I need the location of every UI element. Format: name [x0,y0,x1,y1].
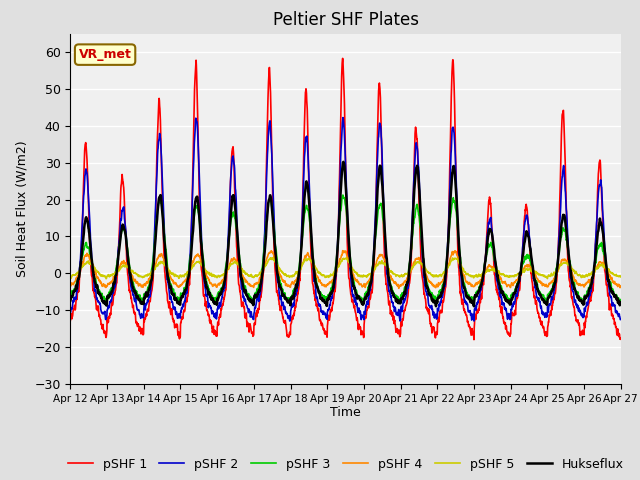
pSHF 1 [339,56,346,61]
pSHF 4 [584,279,592,285]
Line: pSHF 5: pSHF 5 [70,258,621,279]
Hukseflux [432,303,440,309]
pSHF 1 [220,295,228,300]
pSHF 3 [580,300,588,305]
pSHF 4 [67,283,74,289]
pSHF 3 [67,292,74,298]
Line: pSHF 1: pSHF 1 [70,59,621,340]
pSHF 4 [220,276,228,282]
Hukseflux [584,292,592,298]
X-axis label: Time: Time [330,407,361,420]
pSHF 1 [374,127,381,133]
pSHF 5 [67,275,74,280]
pSHF 3 [506,296,513,302]
pSHF 5 [569,266,577,272]
pSHF 4 [339,248,346,253]
pSHF 2 [584,300,592,306]
Hukseflux [340,159,348,165]
pSHF 2 [339,115,347,120]
pSHF 1 [569,298,577,304]
pSHF 3 [568,274,576,279]
pSHF 1 [67,317,74,323]
pSHF 2 [617,316,625,322]
pSHF 5 [102,276,110,282]
Hukseflux [374,186,381,192]
pSHF 3 [617,297,625,302]
Hukseflux [220,282,228,288]
pSHF 2 [506,317,514,323]
pSHF 4 [569,272,577,277]
pSHF 4 [617,283,625,289]
pSHF 1 [506,334,514,339]
pSHF 4 [506,284,514,289]
pSHF 1 [362,315,369,321]
pSHF 5 [617,274,625,279]
pSHF 1 [470,337,478,343]
pSHF 2 [67,309,74,315]
Text: VR_met: VR_met [79,48,132,61]
pSHF 2 [569,287,577,293]
Line: Hukseflux: Hukseflux [70,162,621,306]
Hukseflux [67,298,74,304]
Line: pSHF 4: pSHF 4 [70,251,621,288]
pSHF 4 [374,256,381,262]
pSHF 3 [339,192,347,198]
Hukseflux [362,295,369,301]
Y-axis label: Soil Heat Flux (W/m2): Soil Heat Flux (W/m2) [16,141,29,277]
Line: pSHF 3: pSHF 3 [70,195,621,302]
pSHF 3 [584,288,592,294]
pSHF 5 [362,273,370,279]
Legend: pSHF 1, pSHF 2, pSHF 3, pSHF 4, pSHF 5, Hukseflux: pSHF 1, pSHF 2, pSHF 3, pSHF 4, pSHF 5, … [63,453,628,476]
pSHF 5 [506,273,514,279]
pSHF 2 [374,145,381,151]
pSHF 3 [362,292,369,298]
pSHF 2 [220,287,228,292]
Hukseflux [617,300,625,306]
pSHF 3 [220,276,228,282]
pSHF 2 [286,318,294,324]
pSHF 4 [362,283,369,289]
pSHF 5 [374,262,381,268]
pSHF 4 [395,286,403,291]
pSHF 5 [269,255,276,261]
pSHF 2 [362,302,370,308]
Title: Peltier SHF Plates: Peltier SHF Plates [273,11,419,29]
Line: pSHF 2: pSHF 2 [70,118,621,321]
pSHF 3 [374,213,381,219]
pSHF 1 [617,336,625,341]
pSHF 5 [220,271,228,277]
pSHF 5 [584,273,592,278]
pSHF 1 [584,307,592,312]
Hukseflux [506,302,514,308]
Hukseflux [569,281,577,287]
